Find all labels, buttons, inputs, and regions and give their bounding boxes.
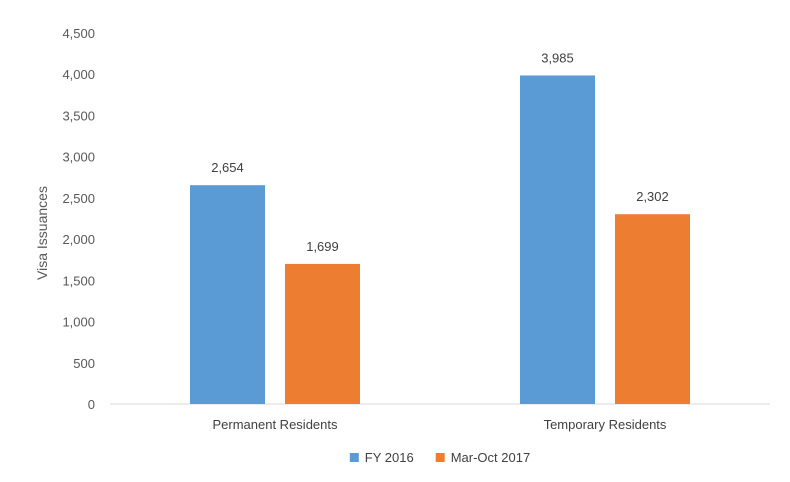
data-label: 1,699 [306, 239, 339, 254]
x-axis: Permanent Residents Temporary Residents [212, 417, 666, 432]
bar [615, 214, 690, 404]
y-tick-label: 3,000 [62, 150, 95, 165]
data-label: 2,302 [636, 189, 669, 204]
legend: FY 2016 Mar-Oct 2017 [349, 450, 530, 465]
y-tick-label: 3,500 [62, 108, 95, 123]
y-tick-label: 1,500 [62, 273, 95, 288]
legend-swatch [349, 453, 359, 462]
y-tick-label: 2,000 [62, 232, 95, 247]
data-label: 2,654 [211, 160, 244, 175]
y-tick-label: 4,000 [62, 67, 95, 82]
bar [520, 75, 595, 404]
y-tick-label: 1,000 [62, 315, 95, 330]
y-tick-label: 2,500 [62, 191, 95, 206]
data-label: 3,985 [541, 50, 574, 65]
y-tick-label: 0 [88, 397, 95, 412]
y-tick-label: 4,500 [62, 26, 95, 41]
legend-label: Mar-Oct 2017 [451, 450, 530, 465]
x-tick-label: Permanent Residents [212, 417, 338, 432]
bar [190, 185, 265, 404]
y-axis-label: Visa Issuances [34, 186, 50, 280]
legend-item: FY 2016 [349, 450, 414, 465]
legend-item: Mar-Oct 2017 [435, 450, 530, 465]
legend-label: FY 2016 [365, 450, 414, 465]
bars-group: 2,654 1,699 3,985 2,302 [190, 50, 690, 404]
legend-swatch [435, 453, 445, 462]
y-axis: 0 500 1,000 1,500 2,000 2,500 3,000 3,500 4,000 4… [62, 26, 95, 412]
bar [285, 263, 360, 404]
y-tick-label: 500 [73, 356, 95, 371]
x-tick-label: Temporary Residents [544, 417, 667, 432]
